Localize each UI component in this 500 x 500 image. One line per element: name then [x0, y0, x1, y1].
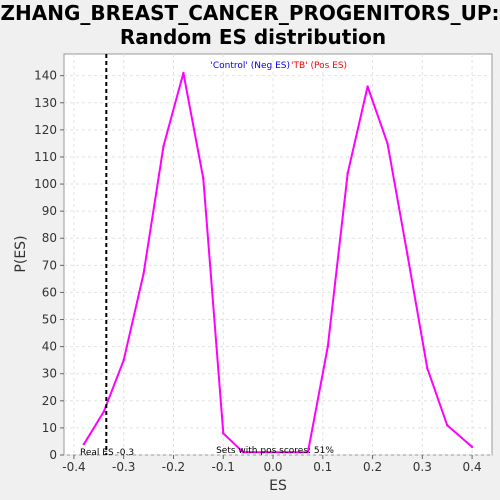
y-tick-label: 30: [42, 367, 57, 381]
data-point: [123, 359, 125, 361]
data-point: [182, 72, 184, 74]
data-point: [366, 85, 368, 87]
y-tick-label: 120: [34, 123, 57, 137]
data-point: [162, 145, 164, 147]
x-tick-label: 0.3: [413, 460, 432, 474]
plot-area: [64, 54, 492, 455]
legend-neg: 'Control' (Neg ES): [210, 61, 290, 71]
y-tick-label: 130: [34, 96, 57, 110]
y-axis-title: P(ES): [13, 235, 29, 272]
data-point: [406, 253, 408, 255]
data-point: [471, 446, 473, 448]
pos-scores-label: Sets with pos scores: 51%: [216, 446, 334, 456]
y-tick-label: 60: [42, 285, 57, 299]
data-point: [327, 345, 329, 347]
x-tick-label: 0.2: [363, 460, 382, 474]
y-tick-label: 80: [42, 231, 57, 245]
legend-pos: 'TB' (Pos ES): [291, 61, 347, 71]
y-tick-label: 140: [34, 69, 57, 83]
x-tick-label: -0.1: [212, 460, 235, 474]
x-tick-label: 0.4: [463, 460, 482, 474]
real-es-label: Real ES -0.3: [80, 448, 134, 458]
y-tick-label: 10: [42, 421, 57, 435]
x-tick-label: -0.2: [162, 460, 185, 474]
data-point: [142, 272, 144, 274]
y-tick-label: 50: [42, 313, 57, 327]
y-tick-label: 100: [34, 177, 57, 191]
x-axis-title: ES: [269, 478, 287, 494]
x-tick-label: -0.3: [112, 460, 135, 474]
y-tick-label: 20: [42, 394, 57, 408]
chart-title-line2: Random ES distribution: [120, 25, 386, 49]
data-point: [103, 410, 105, 412]
data-point: [426, 367, 428, 369]
y-tick-label: 70: [42, 258, 57, 272]
data-point: [386, 142, 388, 144]
x-tick-label: 0.1: [313, 460, 332, 474]
data-point: [83, 443, 85, 445]
y-tick-label: 40: [42, 340, 57, 354]
y-tick-label: 90: [42, 204, 57, 218]
y-tick-label: 110: [34, 150, 57, 164]
data-point: [222, 432, 224, 434]
chart-title-line1: ZHANG_BREAST_CANCER_PROGENITORS_UP:: [0, 1, 499, 25]
data-point: [346, 172, 348, 174]
data-point: [202, 177, 204, 179]
data-point: [446, 424, 448, 426]
x-tick-label: 0.0: [263, 460, 282, 474]
y-tick-label: 0: [49, 448, 57, 462]
x-tick-label: -0.4: [62, 460, 85, 474]
